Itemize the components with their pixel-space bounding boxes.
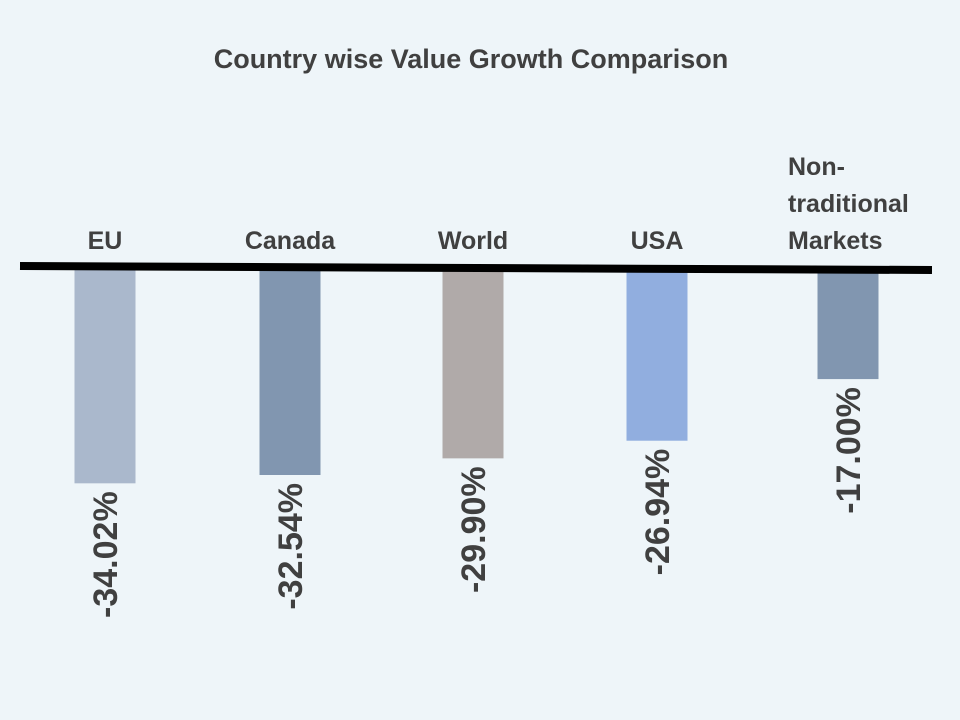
bar-2 <box>442 270 504 459</box>
bar-3 <box>626 271 688 441</box>
category-label-3: USA <box>631 227 684 255</box>
value-labels: -34.02% -32.54% -29.90% -26.94% -17.00% <box>87 387 868 618</box>
category-labels: EU Canada World USA Non-traditional Markets <box>88 153 909 255</box>
category-label-0: EU <box>88 227 123 255</box>
bar-group <box>74 269 879 484</box>
value-label-4: -17.00% <box>830 387 868 514</box>
value-label-1: -32.54% <box>272 483 310 610</box>
value-label-3: -26.94% <box>639 449 677 576</box>
category-label-1: Canada <box>245 227 336 255</box>
bar-4 <box>817 272 879 380</box>
category-label-4: Non-traditional Markets <box>788 153 909 255</box>
bar-1 <box>259 270 321 476</box>
category-label-2: World <box>438 227 508 255</box>
value-label-0: -34.02% <box>87 491 125 618</box>
chart-title: Country wise Value Growth Comparison <box>214 44 729 74</box>
bar-0 <box>74 269 136 484</box>
value-label-2: -29.90% <box>455 466 493 593</box>
zero-axis-line <box>19 262 933 274</box>
